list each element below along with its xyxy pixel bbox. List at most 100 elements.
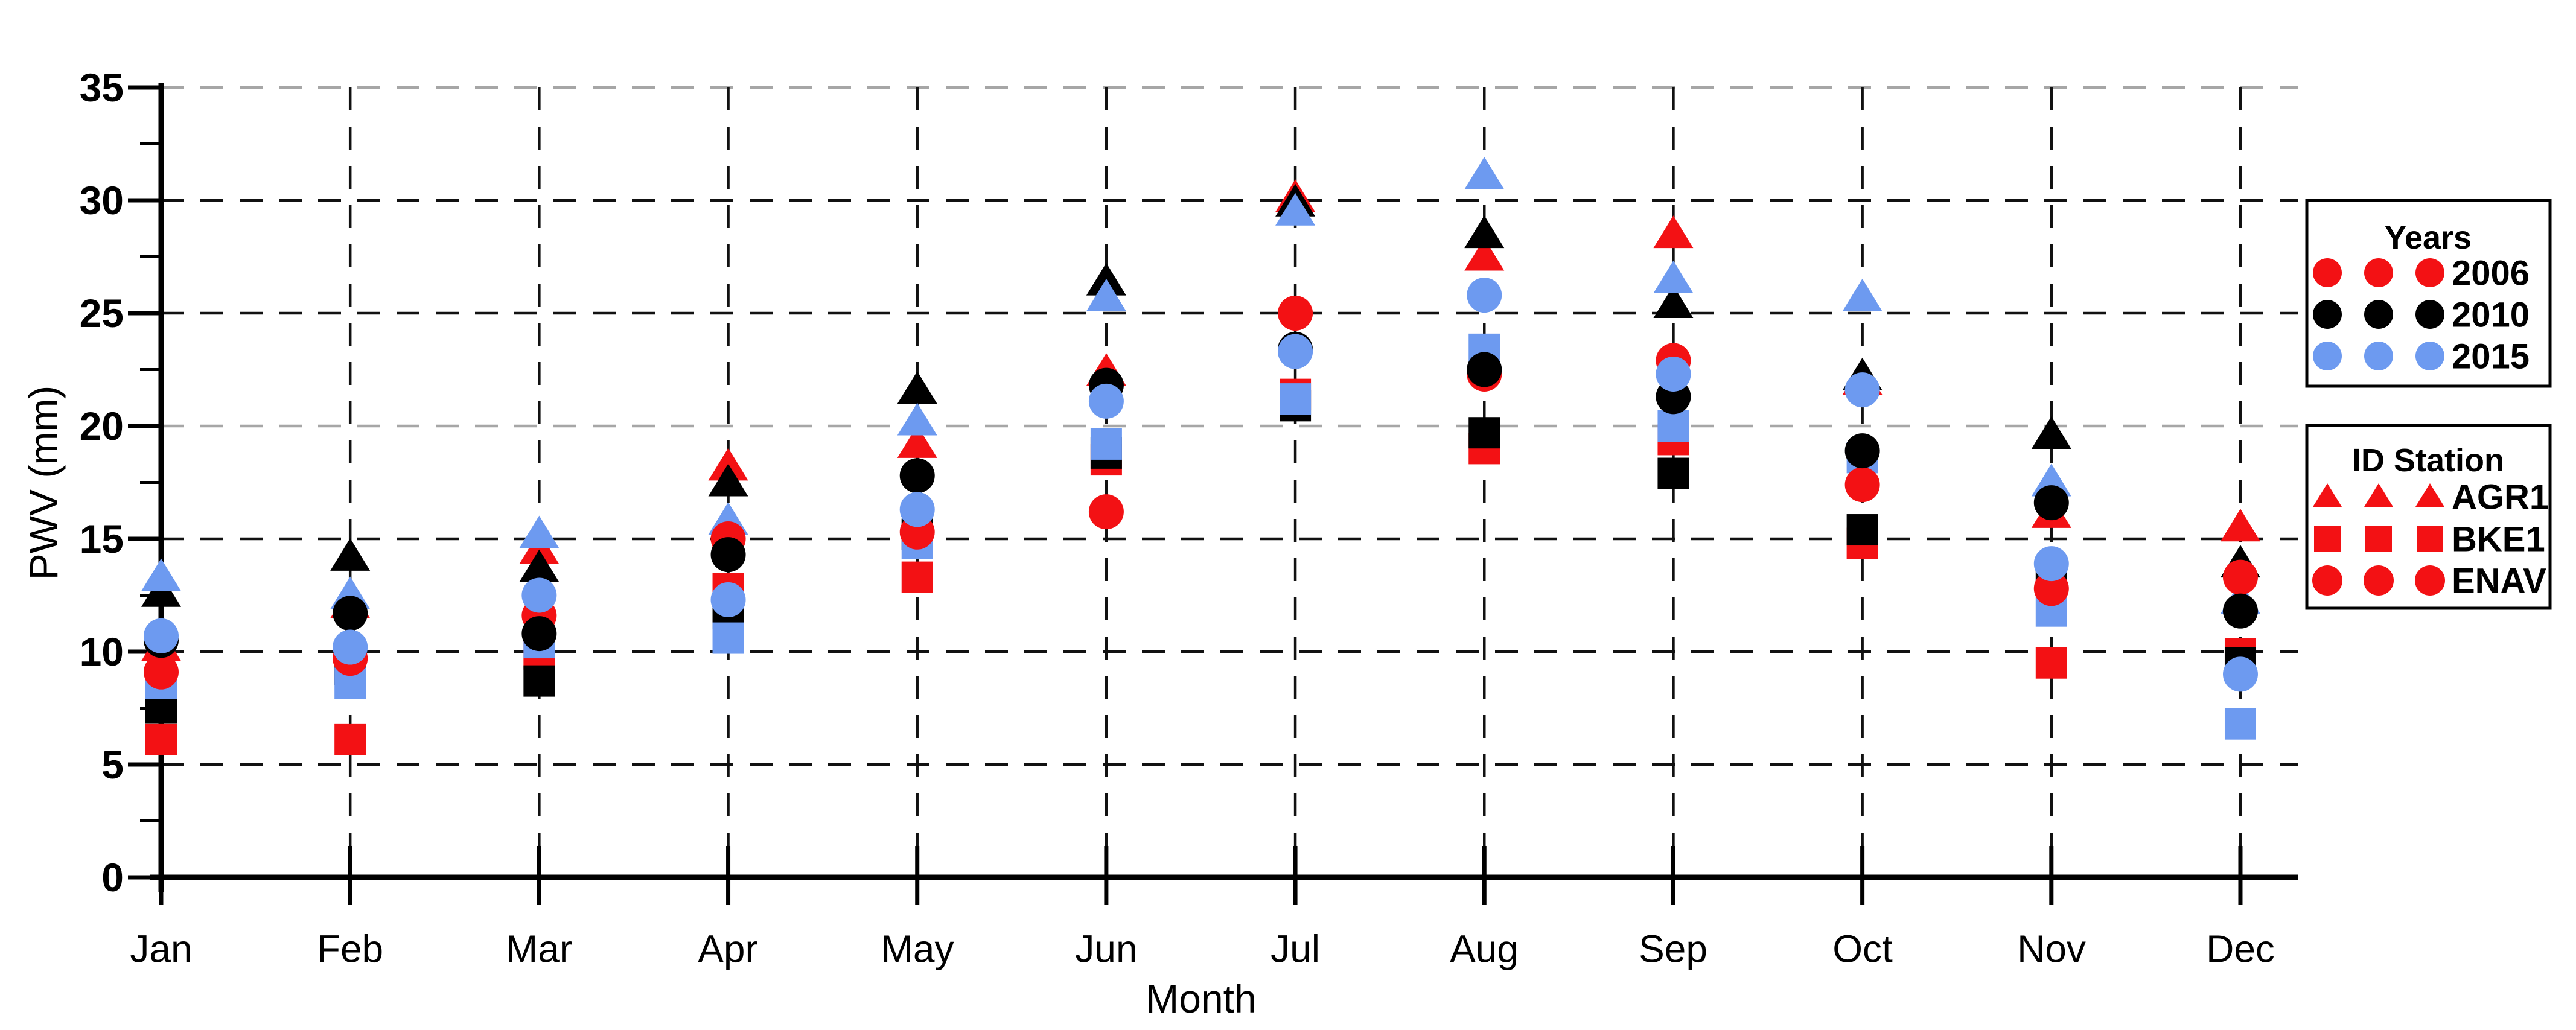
triangle-marker-icon (2415, 483, 2444, 507)
legend-station-agr1: AGR1 (2313, 477, 2549, 517)
gridlines (159, 86, 2298, 877)
marker-bke1-2006-jan (145, 723, 177, 755)
marker-agr1-2010-aug (1464, 215, 1505, 249)
year-2006-marker-icon (2313, 258, 2342, 287)
marker-bke1-2010-mar (523, 665, 555, 697)
legend-station-enav-label: ENAV (2452, 561, 2546, 600)
marker-enav-2015-jul (1278, 334, 1313, 369)
marker-enav-2006-oct (1844, 467, 1880, 503)
marker-enav-2015-sep (1656, 356, 1691, 392)
marker-enav-2015-jan (144, 618, 179, 653)
year-2015-marker-icon (2313, 342, 2342, 370)
square-marker-icon (2314, 526, 2341, 552)
marker-enav-2015-aug (1467, 278, 1502, 313)
year-2015-marker-icon (2415, 342, 2444, 370)
marker-enav-2010-nov (2033, 485, 2069, 521)
year-2006-marker-icon (2364, 258, 2393, 287)
xtick-nov: Nov (2017, 927, 2086, 970)
marker-agr1-2006-may (897, 425, 937, 458)
marker-enav-2006-nov (2033, 571, 2069, 606)
marker-enav-2015-oct (1844, 372, 1880, 408)
marker-bke1-2010-oct (1846, 514, 1878, 546)
legend-years: Years 2006 2010 2015 (2305, 199, 2552, 388)
xtick-jan: Jan (130, 927, 192, 970)
marker-enav-2015-mar (521, 577, 557, 613)
marker-enav-2006-jul (1278, 296, 1313, 331)
marker-bke1-2006-feb (334, 723, 366, 755)
ytick-5: 5 (101, 742, 124, 787)
legend-station-enav: ENAV (2312, 561, 2546, 600)
marker-bke1-2015-jul (1280, 383, 1312, 415)
marker-agr1-2010-mar (519, 549, 560, 582)
ytick-10: 10 (80, 629, 124, 674)
marker-bke1-2015-sep (1657, 410, 1689, 442)
marker-bke1-2010-sep (1657, 457, 1689, 489)
marker-enav-2010-may (899, 458, 935, 494)
year-2010-marker-icon (2415, 300, 2444, 329)
legend-year-2015-label: 2015 (2452, 337, 2530, 376)
xtick-apr: Apr (698, 927, 758, 970)
marker-enav-2010-dec (2222, 593, 2258, 629)
marker-agr1-2015-jan (141, 558, 181, 591)
legend-station-agr1-label: AGR1 (2452, 477, 2549, 517)
ytick-25: 25 (80, 291, 124, 335)
marker-agr1-2006-aug (1464, 238, 1505, 271)
marker-enav-2010-feb (333, 596, 368, 631)
marker-enav-2015-feb (333, 629, 368, 665)
xtick-oct: Oct (1832, 927, 1893, 970)
marker-agr1-2015-sep (1653, 260, 1694, 293)
xtick-sep: Sep (1639, 927, 1707, 970)
marker-enav-2010-apr (710, 537, 746, 573)
marker-enav-2010-mar (521, 616, 557, 652)
marker-bke1-2015-jun (1090, 428, 1122, 460)
marker-enav-2015-apr (710, 582, 746, 617)
marker-agr1-2010-sep (1653, 285, 1694, 319)
marker-agr1-2015-jun (1086, 278, 1126, 311)
triangle-marker-icon (2364, 483, 2393, 507)
xtick-jul: Jul (1270, 927, 1320, 970)
marker-enav-2006-dec (2222, 559, 2258, 595)
marker-enav-2006-jan (144, 654, 179, 690)
marker-agr1-2010-may (897, 371, 937, 404)
year-2015-marker-icon (2364, 342, 2393, 370)
marker-agr1-2015-mar (519, 515, 560, 548)
marker-bke1-2010-aug (1468, 417, 1500, 449)
x-axis-tick-labels: Jan Feb Mar Apr May Jun Jul Aug Sep Oct … (130, 927, 2275, 970)
marker-agr1-2015-oct (1842, 278, 1883, 311)
marker-agr1-2010-apr (708, 463, 748, 497)
square-marker-icon (2417, 526, 2443, 552)
legend-year-2015: 2015 (2313, 337, 2530, 376)
marker-agr1-2006-dec (2220, 509, 2260, 542)
square-marker-icon (2365, 526, 2392, 552)
marker-agr1-2015-aug (1464, 156, 1505, 189)
xtick-jun: Jun (1075, 927, 1137, 970)
legend-year-2006-label: 2006 (2452, 253, 2530, 293)
circle-marker-icon (2312, 565, 2342, 596)
marker-agr1-2010-feb (330, 538, 371, 571)
marker-enav-2015-nov (2033, 546, 2069, 582)
marker-agr1-2015-may (897, 402, 937, 436)
ytick-35: 35 (80, 65, 124, 110)
year-2010-marker-icon (2313, 300, 2342, 329)
marker-enav-2015-may (899, 492, 935, 527)
legend-year-2010: 2010 (2313, 295, 2530, 334)
marker-enav-2015-dec (2222, 656, 2258, 692)
legend-year-2006: 2006 (2313, 253, 2530, 293)
legend-stations: ID Station AGR1 BKE1 ENAV (2305, 424, 2552, 610)
legend-years-title: Years (2385, 220, 2472, 256)
y-axis-tick-labels: 0 5 10 15 20 25 30 35 (80, 65, 124, 900)
xtick-may: May (881, 927, 954, 970)
legend-stations-title: ID Station (2352, 442, 2504, 478)
marker-enav-2010-aug (1467, 352, 1502, 387)
ytick-30: 30 (80, 178, 124, 223)
marker-agr1-2010-nov (2031, 416, 2071, 449)
triangle-marker-icon (2313, 483, 2342, 507)
marker-bke1-2006-nov (2035, 647, 2067, 679)
marker-agr1-2015-jul (1275, 192, 1316, 226)
circle-marker-icon (2415, 565, 2445, 596)
year-2010-marker-icon (2364, 300, 2393, 329)
marker-agr1-2006-sep (1653, 215, 1694, 249)
xtick-feb: Feb (317, 927, 383, 970)
x-axis-title: Month (1146, 976, 1256, 1021)
marker-bke1-2015-apr (712, 622, 744, 654)
